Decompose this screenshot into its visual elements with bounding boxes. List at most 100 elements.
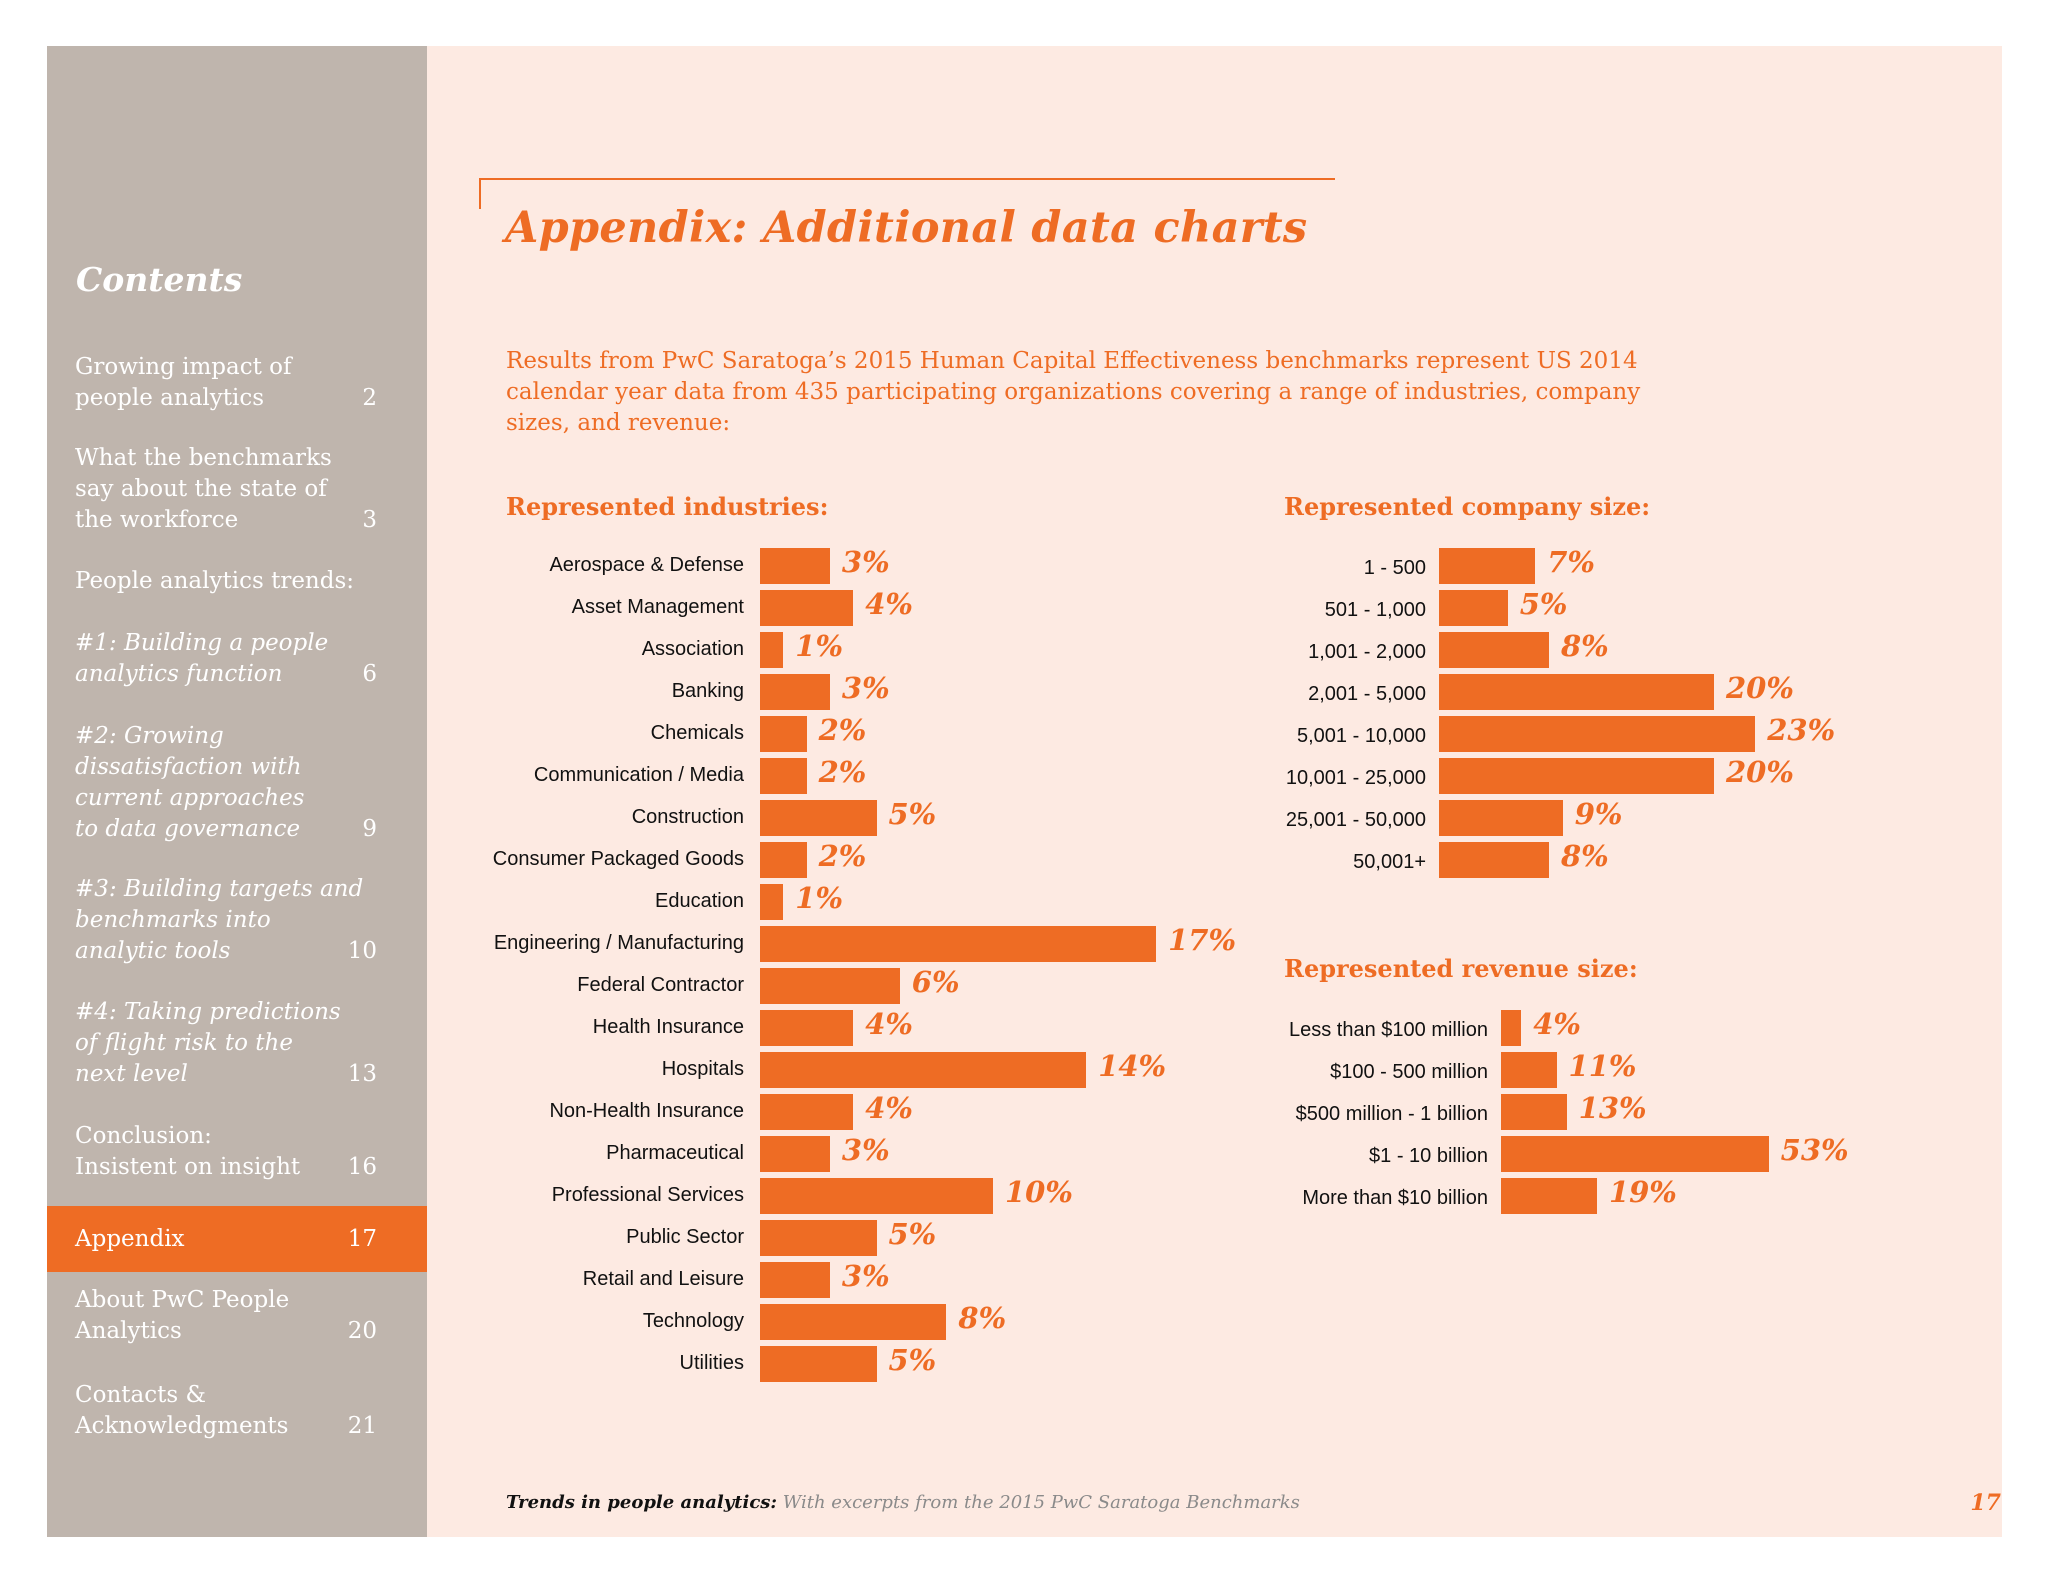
title-rule-tick [479,178,481,209]
bar-category-label: Less than $100 million [1288,1019,1488,1041]
bar [760,590,854,626]
toc-item[interactable]: #3: Building targets and benchmarks into… [47,874,427,967]
bar-value-label: 17% [1168,923,1237,957]
bar-value-label: 23% [1767,713,1836,747]
bar-value-label: 5% [1519,587,1568,621]
toc-item[interactable]: #4: Taking predictions of flight risk to… [47,997,427,1090]
bar-value-label: 9% [1574,797,1623,831]
toc-item-page: 17 [347,1226,377,1252]
bar-category-label: Health Insurance [592,1016,744,1038]
bar-value-label: 19% [1608,1175,1677,1209]
contents-title: Contents [76,260,243,299]
bar-category-label: Engineering / Manufacturing [493,932,744,954]
bar-category-label: 1,001 - 2,000 [1308,641,1426,663]
toc-item[interactable]: Conclusion: Insistent on insight 16 [47,1121,427,1183]
bar-category-label: Utilities [679,1352,744,1374]
bar-value-label: 8% [1561,629,1609,663]
bar-value-label: 2% [818,839,867,873]
bar-value-label: 5% [888,1217,937,1251]
bar [1439,632,1549,668]
toc-item-label: Contacts & Acknowledgments [75,1382,289,1439]
footer-title-bold: Trends in people analytics: [506,1492,778,1513]
bar-value-label: 2% [818,713,867,747]
bar-category-label: Banking [671,680,744,702]
toc-item-active[interactable]: Appendix 17 [47,1206,427,1272]
page-number: 17 [1970,1490,2001,1516]
bar-category-label: Asset Management [571,596,744,618]
bar-category-label: Education [655,890,744,912]
bar-category-label: Hospitals [661,1058,744,1080]
bar-value-label: 14% [1098,1049,1167,1083]
bar [760,1220,877,1256]
bar [1439,758,1714,794]
toc-item[interactable]: Contacts & Acknowledgments 21 [47,1380,427,1442]
bar-value-label: 4% [1533,1007,1581,1041]
bar [760,1094,854,1130]
bar-value-label: 5% [888,1343,937,1377]
intro-paragraph: Results from PwC Saratoga’s 2015 Human C… [506,348,1641,436]
bar-value-label: 3% [841,1133,890,1167]
bar-category-label: Aerospace & Defense [549,554,744,576]
footer-subtitle: With excerpts from the 2015 PwC Saratoga… [777,1492,1300,1513]
bar [1439,674,1714,710]
bar [760,1052,1087,1088]
bar [760,674,830,710]
toc-item[interactable]: #2: Growing dissatisfaction with current… [47,721,427,845]
toc-item-page: 2 [362,385,377,411]
bar-category-label: 501 - 1,000 [1324,599,1426,621]
bar [1501,1136,1769,1172]
bar-value-label: 20% [1726,755,1794,789]
bar-category-label: Non-Health Insurance [549,1100,744,1122]
bar-category-label: $500 million - 1 billion [1295,1103,1488,1125]
revenue-chart-title: Represented revenue size: [1284,954,1638,983]
toc-item-page: 13 [347,1061,377,1087]
bar-category-label: Association [641,638,744,660]
toc-item-page: 21 [347,1413,377,1439]
bar-category-label: 1 - 500 [1363,557,1426,579]
toc-item[interactable]: #1: Building a people analytics function… [47,628,427,690]
toc-item-label: People analytics trends: [75,568,355,594]
toc-item-label: What the benchmarks say about the state … [75,445,332,533]
bar [1439,590,1508,626]
bar [760,632,784,668]
bar [760,1178,993,1214]
bar-category-label: 2,001 - 5,000 [1308,683,1426,705]
toc-item-label: Appendix [75,1226,185,1252]
bar-value-label: 53% [1780,1133,1849,1167]
bar-value-label: 3% [841,1259,890,1293]
bar-category-label: Retail and Leisure [582,1268,744,1290]
toc-item-page: 10 [347,938,377,964]
bar-category-label: Professional Services [551,1184,744,1206]
bar-category-label: Technology [642,1310,744,1332]
bar [760,716,807,752]
toc-item-label: #4: Taking predictions of flight risk to… [75,999,341,1087]
toc-item-label: Growing impact of people analytics [75,354,292,411]
bar [1501,1052,1557,1088]
bar [760,1010,854,1046]
bar-value-label: 7% [1547,545,1595,579]
bar-category-label: 5,001 - 10,000 [1297,725,1426,747]
bar-value-label: 8% [1561,839,1609,873]
bar [760,1262,830,1298]
bar [760,548,830,584]
toc-item[interactable]: About PwC People Analytics 20 [47,1285,427,1347]
bar-category-label: Consumer Packaged Goods [492,848,744,870]
bar-value-label: 4% [865,587,913,621]
bar-value-label: 8% [958,1301,1007,1335]
bar-category-label: 25,001 - 50,000 [1285,809,1426,831]
bar-category-label: Public Sector [626,1226,744,1248]
bar-category-label: Chemicals [650,722,744,744]
toc-item[interactable]: What the benchmarks say about the state … [47,443,427,536]
bar [1501,1178,1597,1214]
bar-category-label: Construction [631,806,744,828]
toc-item[interactable]: People analytics trends: [47,566,427,597]
bar [760,800,877,836]
page-title: Appendix: Additional data charts [505,203,1308,253]
bar-category-label: 50,001+ [1353,851,1426,873]
bar-value-label: 13% [1578,1091,1647,1125]
bar-value-label: 4% [865,1091,913,1125]
bar [1439,548,1536,584]
toc-item[interactable]: Growing impact of people analytics 2 [47,352,427,414]
bar [760,1304,947,1340]
bar-value-label: 10% [1005,1175,1073,1209]
